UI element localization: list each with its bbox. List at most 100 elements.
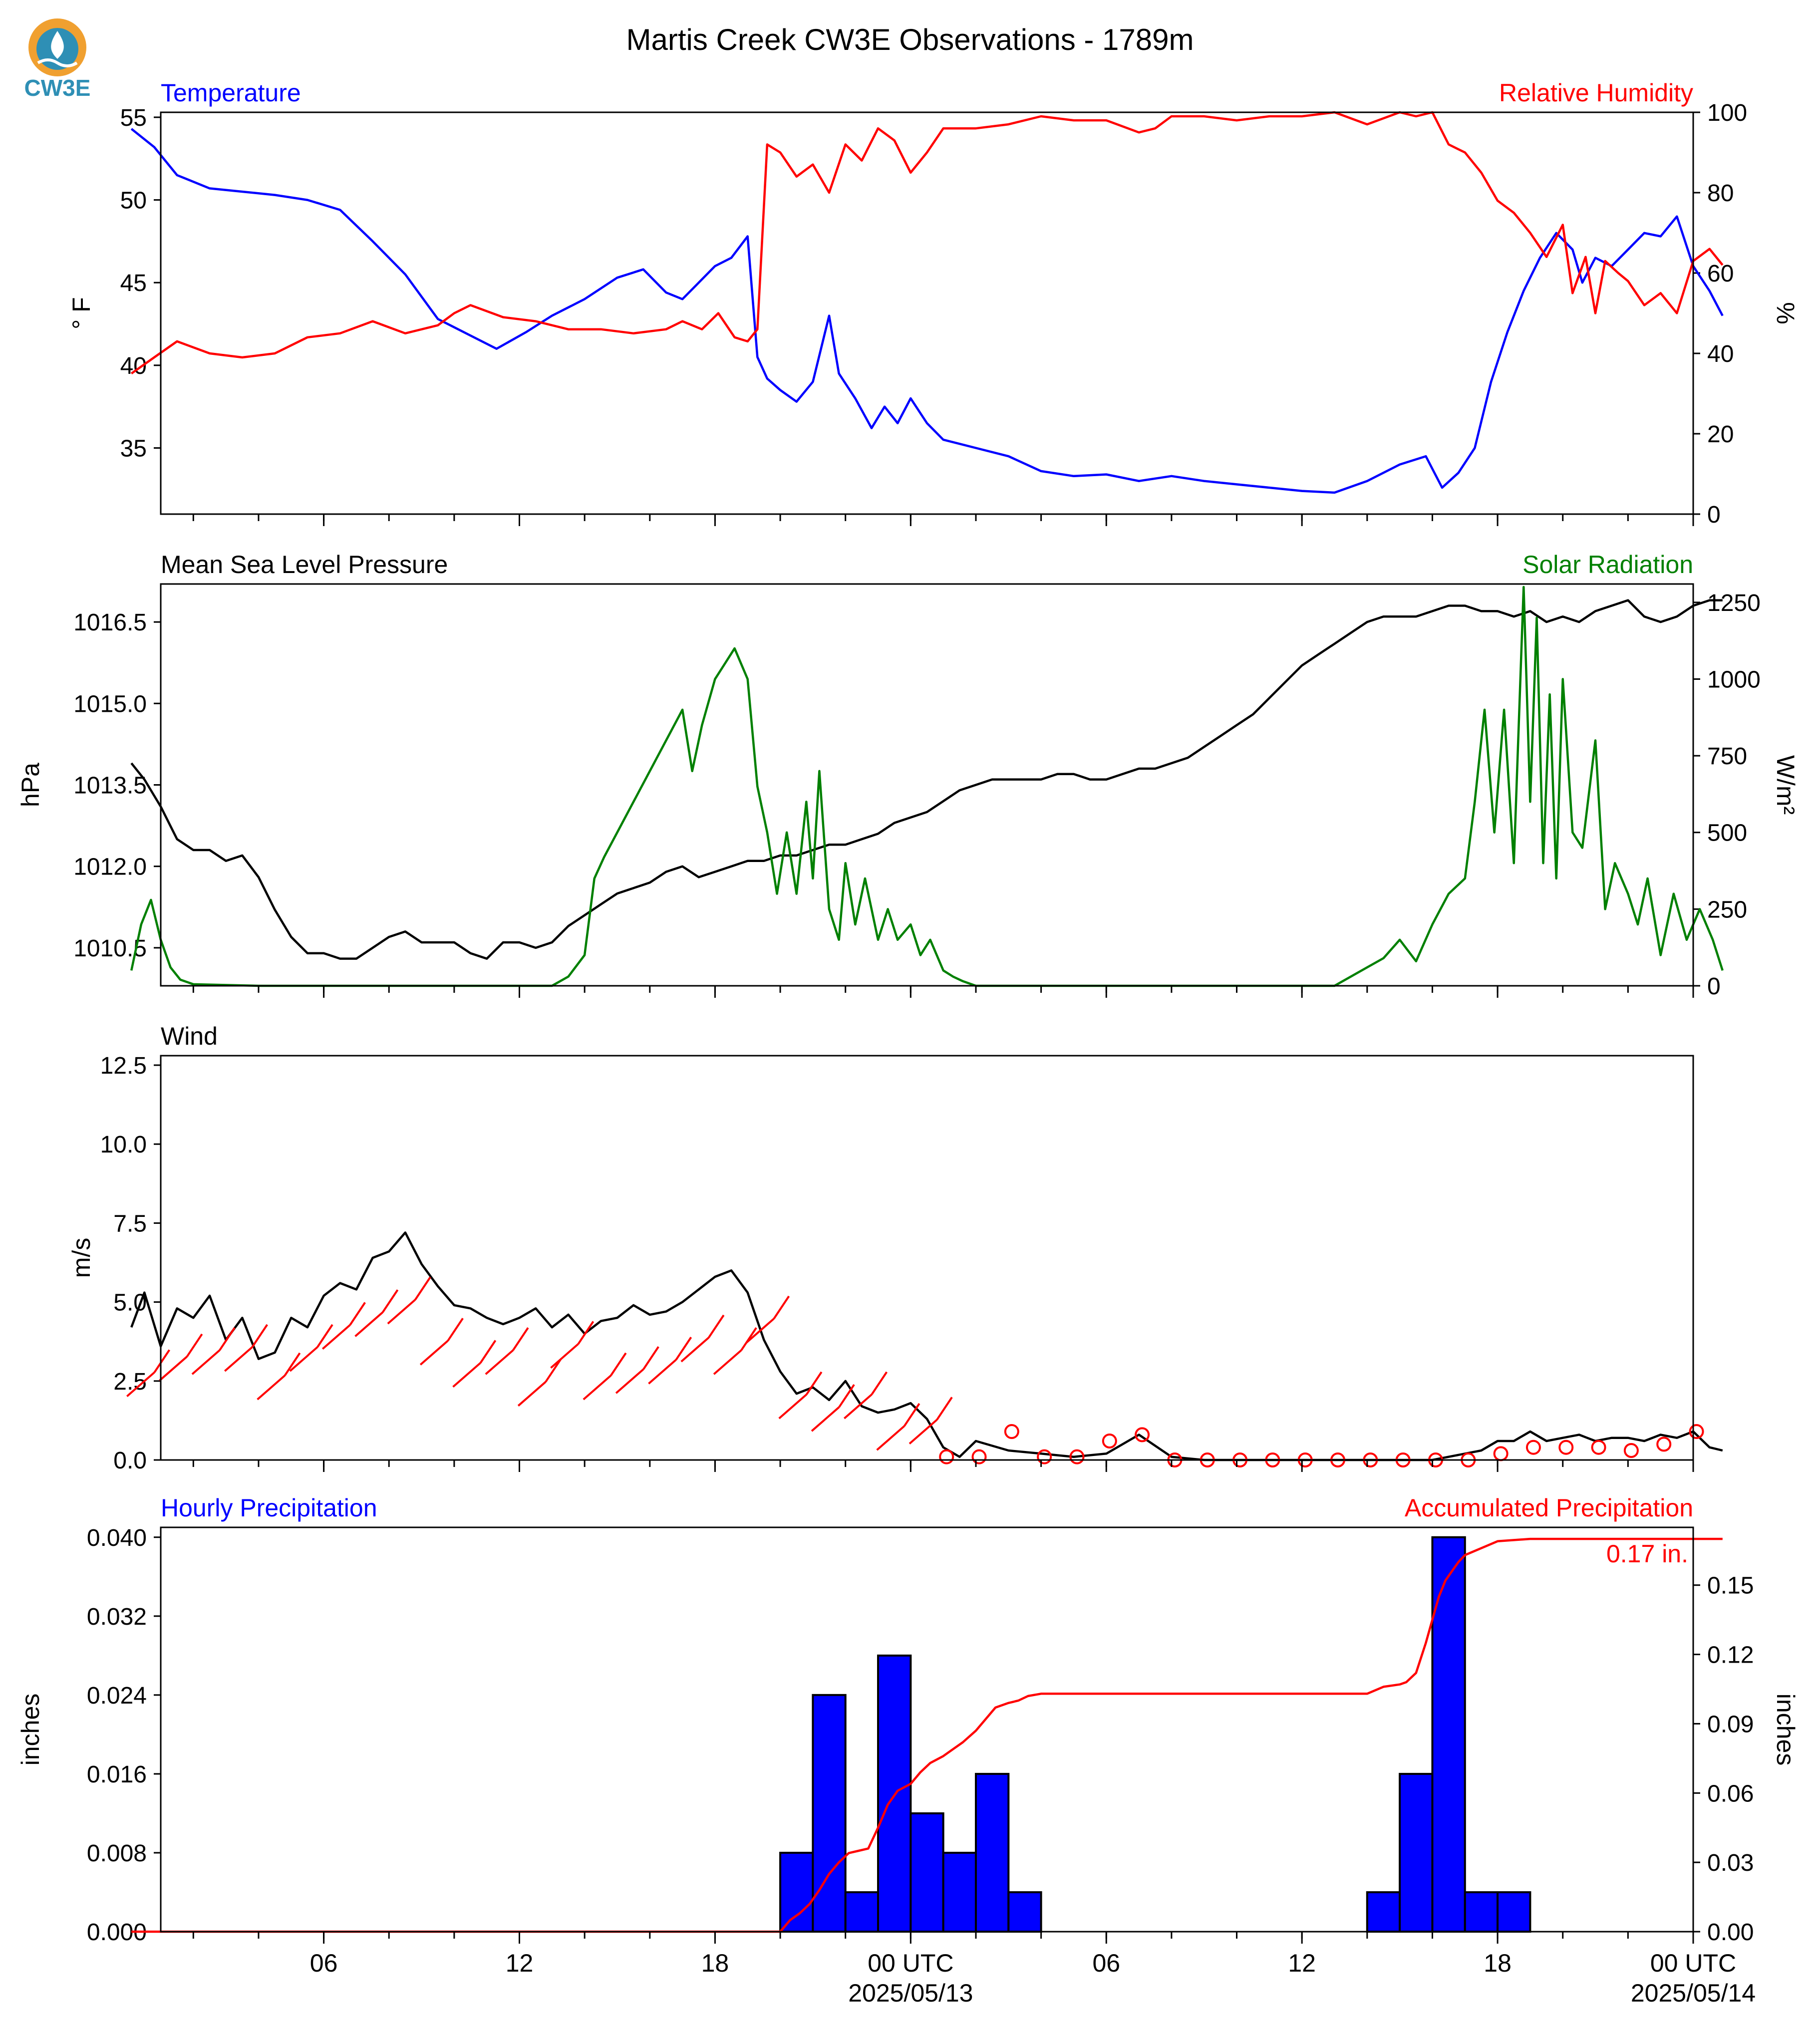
calm-wind-marker (1591, 1440, 1606, 1455)
wind-barb (126, 1349, 171, 1397)
y-tick-label: 0.024 (87, 1683, 147, 1709)
y2-tick-label: 0.12 (1707, 1642, 1754, 1669)
logo-text: CW3E (24, 75, 91, 101)
wind-barb (876, 1403, 920, 1451)
panel-right-title: Accumulated Precipitation (1405, 1494, 1693, 1522)
calm-wind-marker (1558, 1440, 1574, 1455)
calm-wind-marker (1102, 1434, 1117, 1449)
wind-barb (191, 1327, 236, 1375)
x-tick-label: 18 (701, 1949, 729, 1977)
wind-barb (452, 1340, 497, 1388)
precip-bar (779, 1851, 814, 1933)
panel-left-title: Temperature (161, 79, 301, 107)
precip-bar (1366, 1891, 1401, 1933)
barb-shaft (909, 1419, 938, 1445)
wind-barb (159, 1333, 203, 1382)
logo-wave-icon (37, 58, 78, 67)
y2-tick-label: 1250 (1707, 590, 1761, 616)
precip-bar (844, 1891, 880, 1933)
y-axis-label: inches (16, 1694, 44, 1766)
calm-wind-marker (1623, 1443, 1639, 1458)
barb-flag (675, 1337, 692, 1361)
calm-wind-marker (1004, 1424, 1019, 1440)
y2-tick-label: 0.15 (1707, 1573, 1754, 1599)
barb-shaft (648, 1359, 677, 1385)
y2-tick-label: 0.00 (1707, 1919, 1754, 1946)
barb-flag (936, 1397, 953, 1421)
barb-shaft (452, 1362, 481, 1388)
precip-bar (974, 1772, 1010, 1933)
wind-barb (354, 1289, 399, 1337)
barb-flag (773, 1295, 790, 1319)
y-tick-label: 50 (120, 188, 147, 214)
series-line-1 (130, 585, 1724, 987)
y-tick-label: 0.008 (87, 1840, 147, 1867)
x-tick-label: 00 UTC (1650, 1949, 1736, 1977)
y-axis-label: m/s (67, 1238, 95, 1278)
y-tick-label: 1016.5 (73, 609, 147, 636)
y-tick-label: 1013.5 (73, 773, 147, 799)
y2-tick-label: 80 (1707, 180, 1734, 207)
panel-left-title: Wind (161, 1022, 218, 1050)
series-line-0 (130, 128, 1724, 494)
calm-wind-marker (1069, 1449, 1085, 1464)
barb-flag (479, 1340, 497, 1364)
y-tick-label: 10.0 (100, 1132, 147, 1158)
wind-barb (615, 1346, 659, 1394)
precip-bar (1007, 1891, 1042, 1933)
y-axis-label: hPa (16, 763, 44, 807)
precip-bar (1431, 1536, 1466, 1933)
y-axis-label: ° F (67, 297, 95, 329)
plot-frame (160, 111, 1694, 515)
barb-flag (512, 1327, 529, 1351)
series-line-0 (130, 1231, 1723, 1461)
barb-shaft (615, 1368, 644, 1394)
wind-barb (648, 1337, 692, 1385)
barb-flag (219, 1327, 236, 1351)
plot-frame (160, 1055, 1694, 1461)
wind-barb (844, 1371, 888, 1420)
x-tick-date-label: 2025/05/13 (848, 1979, 973, 2007)
barb-flag (904, 1403, 920, 1427)
barb-flag (545, 1359, 562, 1383)
series-line-0 (131, 1537, 1723, 1933)
y-tick-label: 0.016 (87, 1761, 147, 1788)
accumulated-total-label: 0.17 in. (1606, 1540, 1688, 1568)
wind-barb (517, 1359, 562, 1407)
wind-barb (321, 1302, 366, 1350)
y2-tick-label: 0.03 (1707, 1850, 1754, 1876)
panel-pressure-solar: Mean Sea Level Pressure Solar Radiation 10… (16, 551, 1800, 1000)
y-tick-label: 1015.0 (73, 691, 147, 717)
barb-flag (153, 1349, 171, 1373)
wind-barb (713, 1327, 757, 1375)
barb-flag (610, 1352, 627, 1376)
chart-panels: Temperature Relative Humidity 35 40 45 50 55 ° … (16, 79, 1800, 2007)
plot-frame (160, 583, 1694, 987)
plot-area (161, 584, 1693, 986)
barb-flag (838, 1384, 855, 1408)
barb-flag (251, 1324, 268, 1348)
barb-shaft (517, 1381, 547, 1407)
wind-barb (778, 1371, 823, 1420)
barb-shaft (354, 1311, 383, 1337)
barb-shaft (583, 1375, 612, 1401)
barb-shaft (289, 1346, 318, 1372)
barb-flag (740, 1327, 757, 1351)
precip-bar (910, 1812, 944, 1933)
barb-shaft (485, 1349, 514, 1375)
wind-barb (909, 1397, 953, 1445)
barb-shaft (159, 1356, 188, 1382)
y2-tick-label: 750 (1707, 743, 1747, 770)
x-tick-label: 12 (506, 1949, 534, 1977)
panel-right-title: Solar Radiation (1522, 551, 1693, 579)
calm-wind-marker (1525, 1440, 1541, 1455)
y-tick-label: 12.5 (100, 1053, 147, 1079)
y-tick-label: 45 (120, 270, 147, 296)
cw3e-logo: CW3E (24, 18, 91, 101)
x-tick-label: 18 (1484, 1949, 1512, 1977)
wind-barb (680, 1314, 725, 1363)
x-tick-label: 00 UTC (868, 1949, 953, 1977)
series-line-1 (130, 111, 1724, 375)
